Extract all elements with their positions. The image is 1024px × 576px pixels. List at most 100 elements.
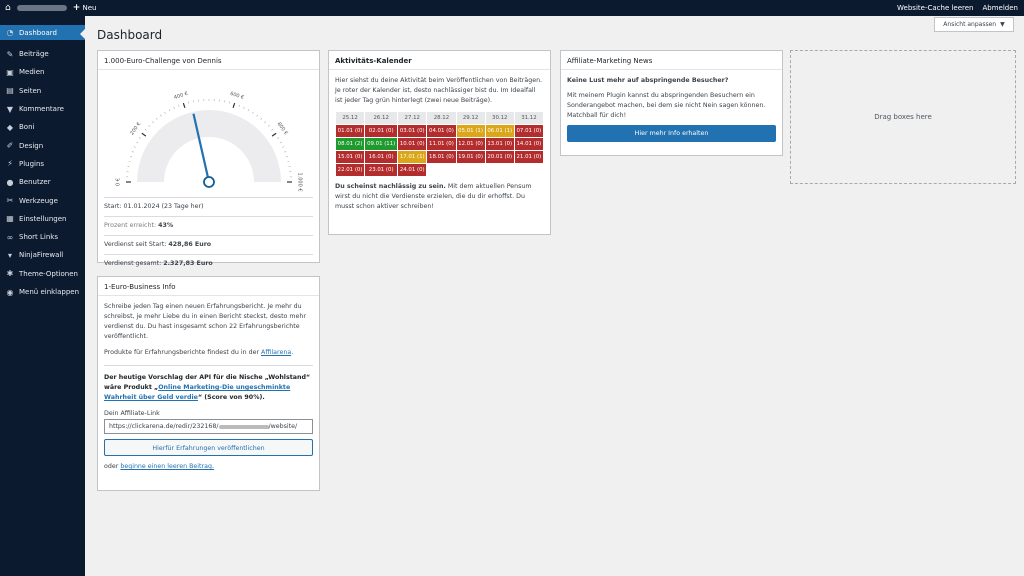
calendar-day: 17.01 (1) — [398, 151, 427, 163]
total-label: Verdienst gesamt: — [104, 260, 164, 267]
sidebar-item-medien[interactable]: ▣ Medien — [0, 63, 85, 81]
gauge-minor-tick — [271, 128, 274, 131]
settings-icon: ▦ — [6, 214, 14, 224]
calendar-day: 09.01 (11) — [365, 138, 398, 150]
product-link[interactable]: Online Marketing-Die ungeschminkte Wahrh… — [104, 384, 291, 401]
widget-title[interactable]: Aktivitäts-Kalender — [329, 51, 550, 70]
sidebar-item-theme-optionen[interactable]: ✱ Theme-Optionen — [0, 265, 85, 283]
news-text: Mit meinem Plugin kannst du abspringende… — [567, 92, 766, 119]
home-icon[interactable]: ⌂ — [5, 3, 11, 13]
total-row: Verdienst gesamt: 2.327,83 Euro — [104, 254, 313, 273]
gauge-minor-tick — [247, 109, 250, 112]
screen-options-button[interactable]: Ansicht anpassen ▼ — [934, 17, 1014, 32]
drop-zone[interactable]: Drag boxes here — [790, 50, 1016, 184]
brush-icon: ✐ — [6, 141, 14, 151]
products-text: Produkte für Erfahrungsberichte findest … — [104, 348, 313, 366]
widget-title[interactable]: 1.000-Euro-Challenge von Dennis — [98, 51, 319, 70]
gauge-minor-tick — [144, 128, 147, 131]
calendar-header: 31.12 — [514, 112, 543, 124]
sidebar-item-dashboard[interactable]: ◔ Dashboard — [0, 25, 85, 40]
gauge-pivot — [203, 176, 215, 188]
page-title: Dashboard — [97, 28, 163, 42]
sidebar-item-men-einklappen[interactable]: ◉ Menü einklappen — [0, 283, 85, 301]
link-prefix: https://clickarena.de/redir/232168/ — [109, 422, 219, 430]
media-icon: ▣ — [6, 67, 14, 77]
gauge-label: 200 € — [129, 121, 142, 136]
gauge-minor-tick — [151, 121, 154, 124]
sidebar-item-design[interactable]: ✐ Design — [0, 136, 85, 154]
gauge-minor-tick — [285, 156, 289, 158]
sidebar-item-label: Einstellungen — [19, 214, 67, 223]
calendar-day: 24.01 (0) — [398, 164, 427, 176]
gauge-minor-tick — [164, 111, 166, 114]
products-label: Produkte für Erfahrungsberichte findest … — [104, 349, 262, 356]
sidebar-item-label: Plugins — [19, 159, 45, 168]
screen-options-label: Ansicht anpassen — [943, 21, 997, 28]
verdict-bold: Du scheinst nachlässig zu sein. — [335, 183, 446, 190]
suggestion: Der heutige Vorschlag der API für die Ni… — [104, 373, 313, 403]
verdict-text: Mit dem aktuellen Pensum wirst du nicht … — [335, 183, 532, 210]
since-label: Verdienst seit Start: — [104, 241, 169, 248]
calendar-day: 02.01 (0) — [365, 125, 398, 137]
link-icon: ∞ — [6, 232, 14, 242]
more-info-button[interactable]: Hier mehr Info erhalten — [567, 125, 776, 142]
affilarena-link[interactable]: Affilarena — [261, 349, 292, 356]
widget-title[interactable]: Affiliate-Marketing News — [561, 51, 782, 70]
calendar-day: 15.01 (0) — [336, 151, 365, 163]
gauge-minor-tick — [136, 141, 139, 144]
widget-title[interactable]: 1-Euro-Business Info — [98, 277, 319, 296]
calendar-verdict: Du scheinst nachlässig zu sein. Mit dem … — [335, 182, 544, 212]
sidebar-item-label: Dashboard — [19, 28, 57, 37]
calendar-header: 27.12 — [398, 112, 427, 124]
new-button[interactable]: + Neu — [72, 3, 97, 13]
gauge-minor-tick — [155, 117, 158, 120]
sidebar-item-einstellungen[interactable]: ▦ Einstellungen — [0, 210, 85, 228]
calendar-widget: Aktivitäts-Kalender Hier siehst du deine… — [328, 50, 551, 235]
logout-link[interactable]: Abmelden — [982, 4, 1019, 12]
new-label: Neu — [82, 4, 97, 12]
publish-review-button[interactable]: Hierfür Erfahrungen veröffentlichen — [104, 439, 313, 456]
comment-icon: ▼ — [6, 104, 14, 114]
sidebar-item-kommentare[interactable]: ▼ Kommentare — [0, 100, 85, 118]
gauge-minor-tick — [264, 121, 267, 124]
sidebar-item-seiten[interactable]: ▤ Seiten — [0, 82, 85, 100]
collapse-icon: ◉ — [6, 287, 14, 297]
sidebar-item-plugins[interactable]: ⚡ Plugins — [0, 155, 85, 173]
news-headline: Keine Lust mehr auf abspringende Besuche… — [567, 77, 729, 84]
calendar-day: 18.01 (0) — [427, 151, 456, 163]
sidebar-item-short-links[interactable]: ∞ Short Links — [0, 228, 85, 246]
gauge-minor-tick — [279, 141, 282, 144]
gauge-minor-tick — [238, 104, 240, 107]
sidebar-item-beitr-ge[interactable]: ✎ Beiträge — [0, 45, 85, 63]
empty-post-link[interactable]: beginne einen leeren Beitrag. — [120, 463, 214, 470]
sidebar-item-boni[interactable]: ◆ Boni — [0, 118, 85, 136]
gauge-major-tick — [232, 102, 236, 109]
start-row: Start: 01.01.2024 (23 Tage her) — [104, 197, 313, 216]
sidebar-item-ninjafirewall[interactable]: ▾ NinjaFirewall — [0, 246, 85, 264]
gauge-minor-tick — [178, 104, 180, 107]
affiliate-link-input[interactable]: https://clickarena.de/redir/232168/ /webs… — [104, 419, 313, 434]
gauge-minor-tick — [267, 124, 270, 127]
sidebar-item-werkzeuge[interactable]: ✂ Werkzeuge — [0, 191, 85, 209]
suggestion-score: “ (Score von 90%). — [197, 394, 265, 401]
percent-value: 43% — [158, 222, 174, 229]
calendar-day: 13.01 (0) — [485, 138, 514, 150]
gauge-label: 1.000 € — [297, 172, 303, 191]
clear-cache-link[interactable]: Website-Cache leeren — [897, 4, 974, 12]
percent-row: Prozent erreicht: 43% — [104, 216, 313, 235]
site-name[interactable] — [16, 5, 67, 11]
business-widget: 1-Euro-Business Info Schreibe jeden Tag … — [97, 276, 320, 491]
sidebar-item-label: NinjaFirewall — [19, 251, 64, 260]
calendar-intro: Hier siehst du deine Aktivität beim Verö… — [335, 77, 543, 104]
gauge-minor-tick — [277, 137, 280, 139]
calendar-day: 16.01 (0) — [365, 151, 398, 163]
admin-bar: ⌂ + Neu Website-Cache leeren Abmelden — [0, 0, 1024, 16]
sidebar-item-label: Design — [19, 141, 44, 150]
sidebar-item-benutzer[interactable]: ● Benutzer — [0, 173, 85, 191]
gauge-minor-tick — [148, 124, 151, 127]
gauge-minor-tick — [129, 156, 133, 158]
tag-icon: ◆ — [6, 122, 14, 132]
caret-down-icon: ▼ — [1000, 21, 1005, 28]
gauge-minor-tick — [131, 151, 134, 153]
or-text: oder beginne einen leeren Beitrag. — [104, 462, 313, 472]
